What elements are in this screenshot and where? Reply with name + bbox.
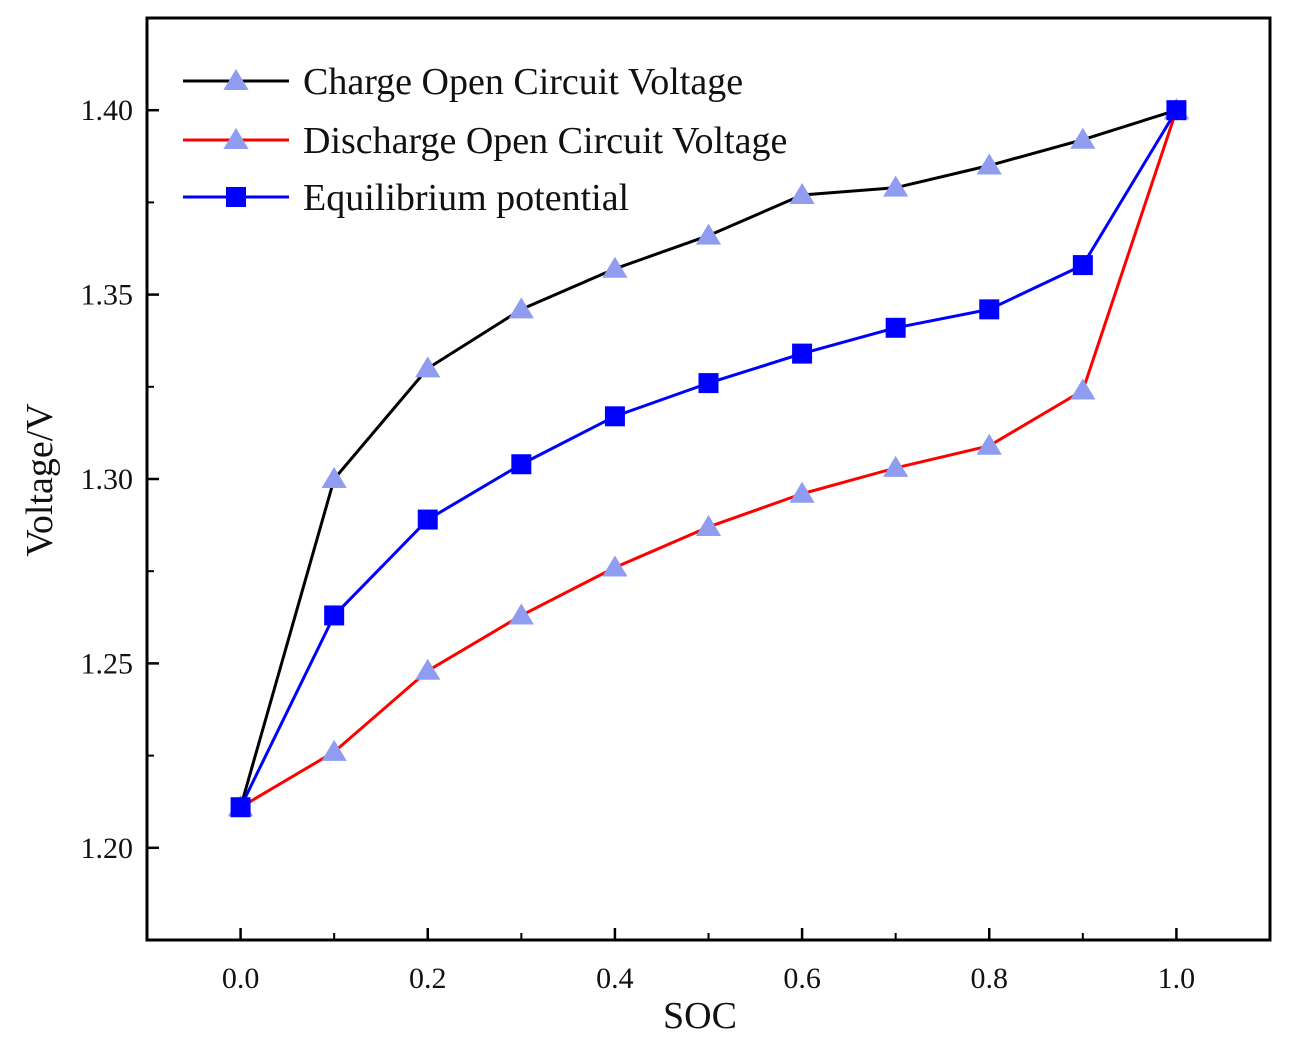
data-point (1070, 378, 1096, 400)
y-axis-title: Voltage/V (19, 403, 61, 557)
legend-item: Charge Open Circuit Voltage (183, 61, 743, 103)
y-tick-label: 1.20 (81, 832, 134, 865)
data-point (1072, 255, 1093, 276)
x-tick-label: 0.2 (409, 962, 447, 995)
data-point (789, 183, 815, 205)
data-point (508, 297, 534, 319)
data-point (321, 467, 347, 488)
data-point (324, 605, 345, 626)
x-axis-title: SOC (663, 995, 737, 1037)
y-tick-label: 1.40 (81, 94, 134, 127)
series-layer (227, 98, 1190, 818)
x-axis-ticks: 0.0 0.2 0.4 0.6 0.8 1.0 (146, 928, 1271, 995)
legend-marker (223, 128, 249, 149)
data-point (415, 356, 441, 378)
data-point (604, 406, 625, 427)
x-tick-label: 0.8 (971, 962, 1009, 995)
series-3 (230, 100, 1187, 818)
data-point (976, 153, 1002, 175)
data-point (698, 373, 719, 394)
x-tick-label: 0.4 (596, 962, 634, 995)
data-point (695, 514, 722, 536)
data-point (230, 797, 251, 818)
data-point (321, 739, 347, 761)
series-1 (227, 98, 1190, 817)
data-point (979, 299, 1000, 320)
y-axis-ticks: 1.20 1.25 1.30 1.35 1.40 (81, 17, 159, 941)
data-point (695, 223, 722, 245)
data-point (1070, 127, 1096, 149)
y-tick-label: 1.30 (81, 463, 134, 496)
data-point (511, 454, 532, 475)
x-tick-label: 1.0 (1158, 962, 1196, 995)
legend-marker (226, 187, 246, 207)
data-point (976, 433, 1002, 455)
data-point (883, 175, 909, 197)
legend-label: Equilibrium potential (303, 177, 629, 219)
x-tick-label: 0.0 (222, 962, 260, 995)
data-point (792, 343, 813, 364)
data-point (602, 555, 628, 577)
legend-item: Discharge Open Circuit Voltage (183, 120, 787, 162)
data-point (508, 603, 534, 625)
data-point (602, 256, 628, 278)
y-tick-label: 1.35 (81, 279, 134, 312)
legend-marker (223, 69, 249, 90)
data-point (789, 481, 815, 503)
x-tick-label: 0.6 (783, 962, 821, 995)
data-point (1166, 100, 1187, 121)
data-point (885, 317, 906, 338)
legend: Charge Open Circuit Voltage Discharge Ope… (183, 61, 787, 219)
data-point (883, 455, 909, 477)
y-tick-label: 1.25 (81, 647, 134, 680)
legend-item: Equilibrium potential (183, 177, 629, 219)
legend-label: Charge Open Circuit Voltage (303, 61, 743, 103)
legend-label: Discharge Open Circuit Voltage (303, 120, 787, 162)
data-point (417, 509, 438, 530)
data-point (415, 658, 441, 680)
